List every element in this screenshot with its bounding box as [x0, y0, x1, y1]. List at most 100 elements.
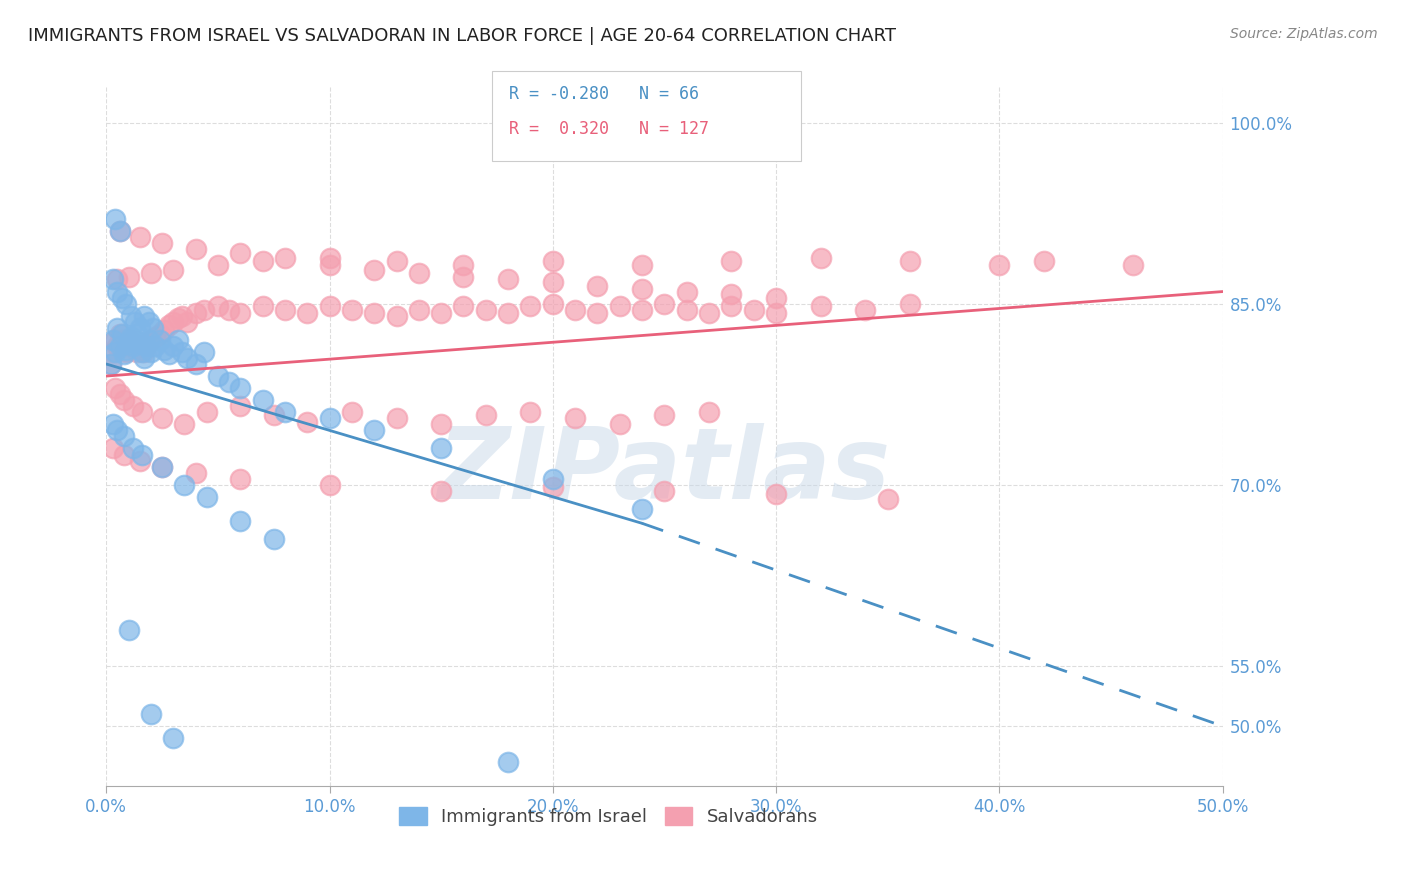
Point: [104, 381, 127, 395]
Point: [111, 291, 134, 305]
Point: [340, 302, 363, 317]
Point: [131, 343, 153, 357]
Point: [207, 369, 229, 384]
Point: [101, 272, 124, 286]
Point: [139, 707, 162, 722]
Point: [184, 466, 207, 480]
Point: [138, 315, 160, 329]
Point: [720, 287, 742, 301]
Point: [810, 299, 832, 313]
Point: [318, 411, 340, 425]
Point: [541, 254, 564, 268]
Point: [274, 405, 297, 419]
Point: [124, 333, 146, 347]
Point: [1033, 254, 1056, 268]
Point: [150, 459, 173, 474]
Point: [229, 399, 252, 413]
Point: [117, 335, 139, 350]
Point: [100, 357, 122, 371]
Point: [876, 492, 898, 507]
Point: [101, 442, 124, 456]
Point: [120, 335, 142, 350]
Text: ZIPatlas: ZIPatlas: [437, 423, 891, 520]
Point: [541, 480, 564, 494]
Point: [128, 339, 150, 353]
Point: [124, 315, 146, 329]
Point: [193, 345, 215, 359]
Point: [142, 320, 165, 334]
Point: [115, 345, 138, 359]
Point: [107, 320, 129, 334]
Point: [107, 423, 129, 437]
Point: [430, 417, 453, 432]
Point: [340, 405, 363, 419]
Point: [586, 306, 609, 320]
Point: [112, 393, 135, 408]
Point: [385, 254, 408, 268]
Point: [184, 243, 207, 257]
Point: [675, 302, 697, 317]
Point: [150, 236, 173, 251]
Point: [157, 318, 180, 333]
Point: [138, 335, 160, 350]
Point: [263, 532, 285, 546]
Point: [104, 212, 127, 227]
Point: [697, 405, 720, 419]
Point: [218, 375, 240, 389]
Point: [195, 490, 218, 504]
Point: [274, 302, 297, 317]
Point: [263, 408, 285, 422]
Point: [720, 299, 742, 313]
Point: [134, 345, 156, 359]
Point: [120, 330, 142, 344]
Point: [120, 309, 142, 323]
Point: [166, 333, 188, 347]
Point: [162, 339, 184, 353]
Point: [609, 299, 631, 313]
Point: [112, 347, 135, 361]
Point: [988, 258, 1011, 272]
Point: [318, 299, 340, 313]
Point: [134, 309, 156, 323]
Point: [475, 408, 498, 422]
Text: Source: ZipAtlas.com: Source: ZipAtlas.com: [1230, 27, 1378, 41]
Point: [207, 299, 229, 313]
Point: [1122, 258, 1144, 272]
Text: R =  0.320   N = 127: R = 0.320 N = 127: [509, 120, 709, 138]
Point: [363, 263, 385, 277]
Point: [430, 306, 453, 320]
Point: [631, 302, 654, 317]
Point: [363, 306, 385, 320]
Point: [149, 326, 172, 341]
Point: [104, 333, 127, 347]
Point: [173, 477, 195, 491]
Point: [430, 442, 453, 456]
Point: [172, 345, 194, 359]
Point: [564, 411, 586, 425]
Point: [108, 339, 131, 353]
Point: [654, 408, 676, 422]
Point: [496, 306, 519, 320]
Point: [586, 278, 609, 293]
Point: [720, 254, 742, 268]
Point: [143, 330, 166, 344]
Point: [295, 306, 318, 320]
Point: [898, 296, 921, 310]
Point: [631, 501, 654, 516]
Point: [128, 230, 150, 244]
Point: [173, 417, 195, 432]
Point: [765, 306, 787, 320]
Point: [810, 251, 832, 265]
Point: [162, 263, 184, 277]
Point: [229, 306, 252, 320]
Point: [111, 333, 134, 347]
Point: [408, 267, 430, 281]
Point: [108, 326, 131, 341]
Point: [252, 299, 274, 313]
Point: [134, 351, 156, 365]
Point: [127, 326, 149, 341]
Point: [112, 429, 135, 443]
Point: [139, 333, 162, 347]
Point: [122, 399, 145, 413]
Point: [150, 411, 173, 425]
